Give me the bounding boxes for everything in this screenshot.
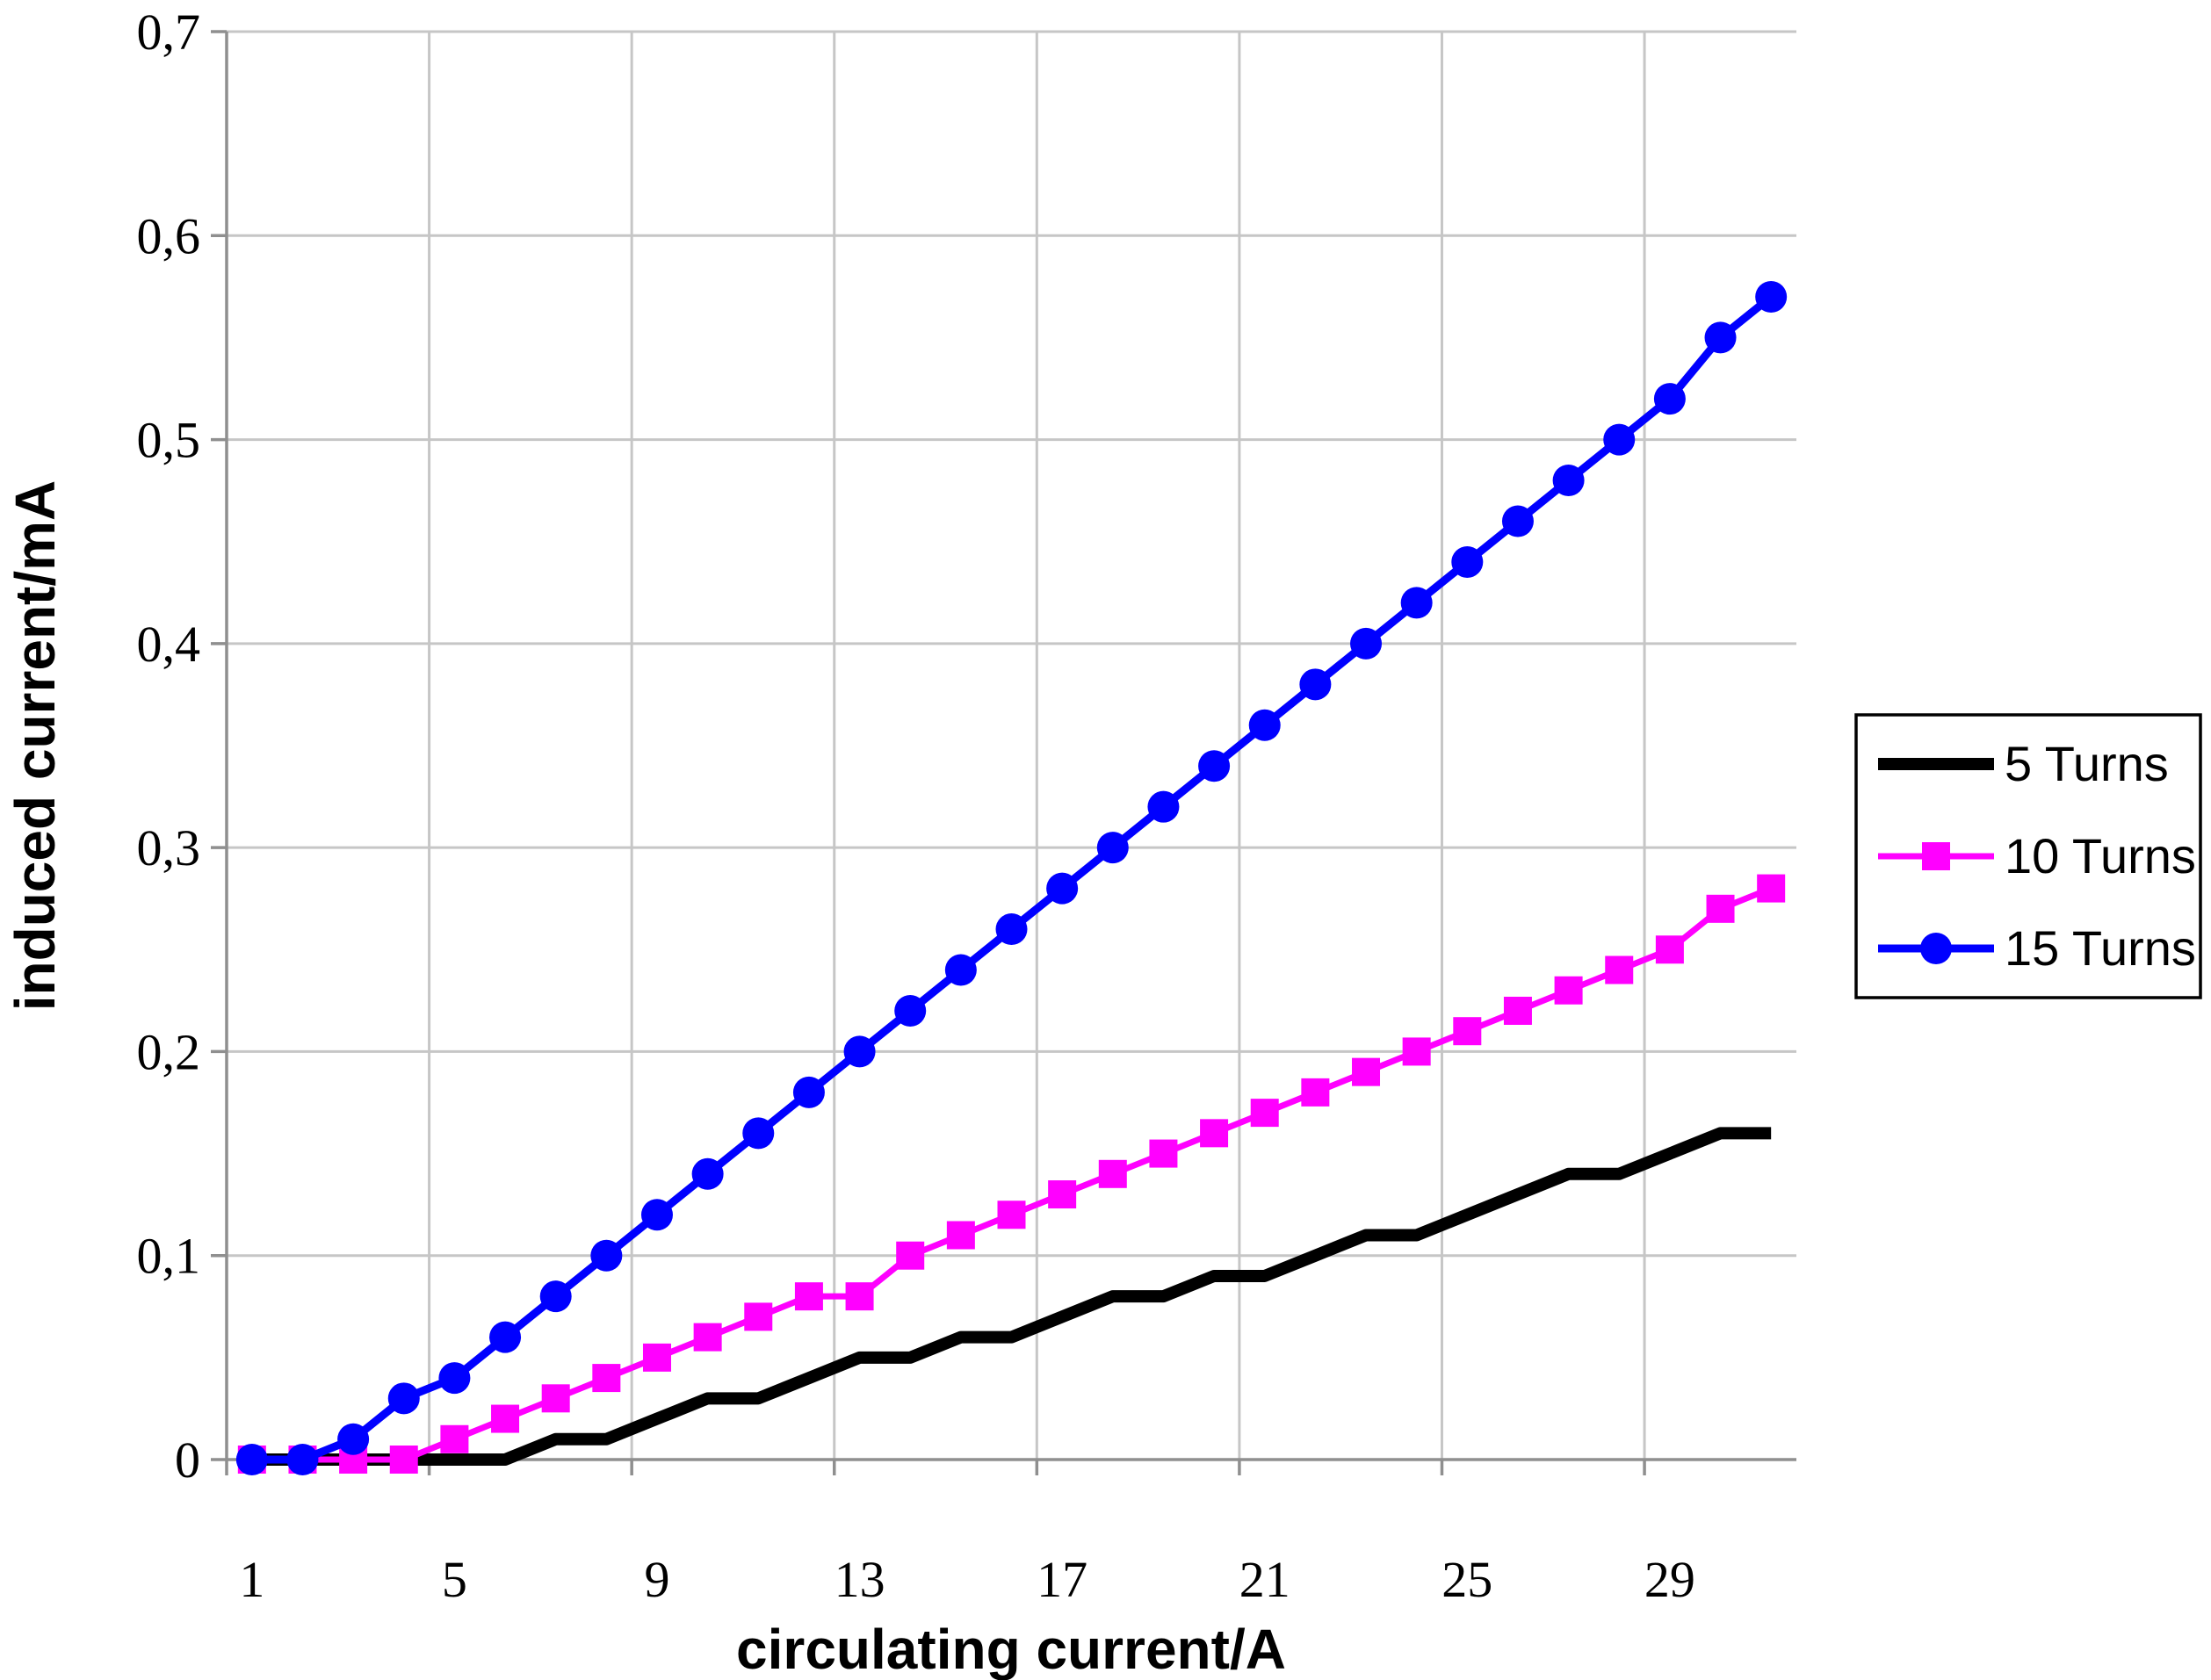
circle-marker [1501, 505, 1534, 537]
square-marker [1554, 976, 1583, 1005]
axes [211, 30, 1796, 1475]
circle-marker [387, 1382, 420, 1415]
square-marker [1453, 1017, 1482, 1046]
circle-marker [337, 1423, 370, 1455]
legend: 5 Turns 10 Turns 15 Turns [1854, 713, 2202, 999]
circle-marker [1299, 668, 1332, 701]
y-tick-label: 0,2 [137, 1023, 201, 1080]
circle-marker [995, 913, 1028, 946]
square-marker [794, 1282, 823, 1311]
y-tick-label: 0,7 [137, 4, 201, 61]
series-line-15-turns [251, 293, 1774, 1464]
circle-marker [792, 1076, 825, 1108]
circle-marker [1096, 832, 1129, 864]
square-marker [946, 1221, 975, 1250]
series-line-10-turns [251, 885, 1773, 1463]
circle-marker [843, 1035, 876, 1068]
x-tick-label: 25 [1441, 1551, 1492, 1608]
square-marker [896, 1241, 925, 1270]
series-markers-15-turns [235, 280, 1788, 1475]
legend-label-5-turns: 5 Turns [2005, 736, 2169, 791]
data-series [235, 280, 1788, 1475]
square-marker [744, 1302, 773, 1331]
circle-marker [1046, 872, 1079, 905]
square-marker [389, 1446, 418, 1474]
gridlines [227, 30, 1796, 1460]
circle-marker [438, 1362, 471, 1395]
legend-marker-10-turns [1922, 842, 1950, 870]
y-tick-label: 0 [175, 1431, 200, 1489]
y-axis-title: induced current/mA [4, 480, 67, 1012]
x-tick-label: 9 [644, 1551, 669, 1608]
circle-marker [1552, 465, 1585, 497]
square-marker [1048, 1180, 1077, 1209]
circle-marker [944, 954, 977, 986]
square-marker [1655, 935, 1684, 964]
y-tick-label: 0,5 [137, 412, 201, 469]
y-tick-label: 0,3 [137, 819, 201, 876]
circle-marker [1755, 280, 1788, 313]
circle-marker [590, 1239, 623, 1272]
square-marker [491, 1404, 520, 1433]
square-marker [1352, 1057, 1381, 1086]
square-marker [1301, 1078, 1330, 1107]
circle-marker [286, 1444, 319, 1475]
circle-marker [691, 1157, 724, 1190]
square-marker [1757, 874, 1786, 903]
x-tick-label: 5 [442, 1551, 467, 1608]
x-tick-label: 13 [835, 1551, 885, 1608]
series-line-5-turns [251, 1127, 1772, 1466]
square-marker [693, 1323, 722, 1352]
y-tick-label: 0,6 [137, 207, 201, 264]
circle-marker [1198, 750, 1231, 782]
square-marker [592, 1364, 621, 1393]
y-tick-label: 0,4 [137, 616, 201, 673]
square-marker [1200, 1119, 1229, 1148]
x-tick-label: 21 [1239, 1551, 1290, 1608]
square-marker [541, 1384, 570, 1413]
circle-marker [489, 1321, 522, 1353]
circle-marker [1653, 383, 1686, 415]
x-tick-label: 1 [239, 1551, 264, 1608]
circle-marker [1704, 321, 1737, 354]
y-tick-label: 0,1 [137, 1228, 201, 1285]
circle-marker [1400, 587, 1433, 619]
square-marker [1706, 894, 1735, 923]
circle-marker [742, 1117, 775, 1150]
x-axis-title: circulating current/A [736, 1618, 1286, 1680]
square-marker [642, 1343, 671, 1372]
circle-marker [640, 1199, 673, 1231]
circle-marker [235, 1444, 268, 1475]
circle-marker [1603, 423, 1636, 456]
square-marker [1402, 1037, 1431, 1066]
x-tick-label: 29 [1644, 1551, 1695, 1608]
square-marker [1605, 955, 1634, 984]
square-marker [1250, 1099, 1279, 1128]
legend-label-10-turns: 10 Turns [2005, 828, 2196, 883]
circle-marker [1248, 709, 1281, 741]
circle-marker [894, 994, 927, 1027]
x-tick-label: 17 [1037, 1551, 1087, 1608]
circle-marker [1451, 545, 1484, 578]
square-marker [1149, 1139, 1178, 1168]
square-marker [1503, 996, 1532, 1025]
square-marker [1098, 1159, 1127, 1188]
tick-labels: 0 0,1 0,2 0,3 0,4 0,5 0,6 0,7 1 5 9 13 17 21 25 29 [137, 4, 1695, 1608]
legend-label-15-turns: 15 Turns [2005, 920, 2196, 976]
square-marker [997, 1201, 1026, 1229]
legend-marker-15-turns [1920, 933, 1952, 964]
circle-marker [539, 1280, 572, 1313]
circle-marker [1350, 627, 1383, 660]
circle-marker [1147, 790, 1180, 823]
square-marker [845, 1282, 874, 1311]
square-marker [440, 1424, 469, 1453]
